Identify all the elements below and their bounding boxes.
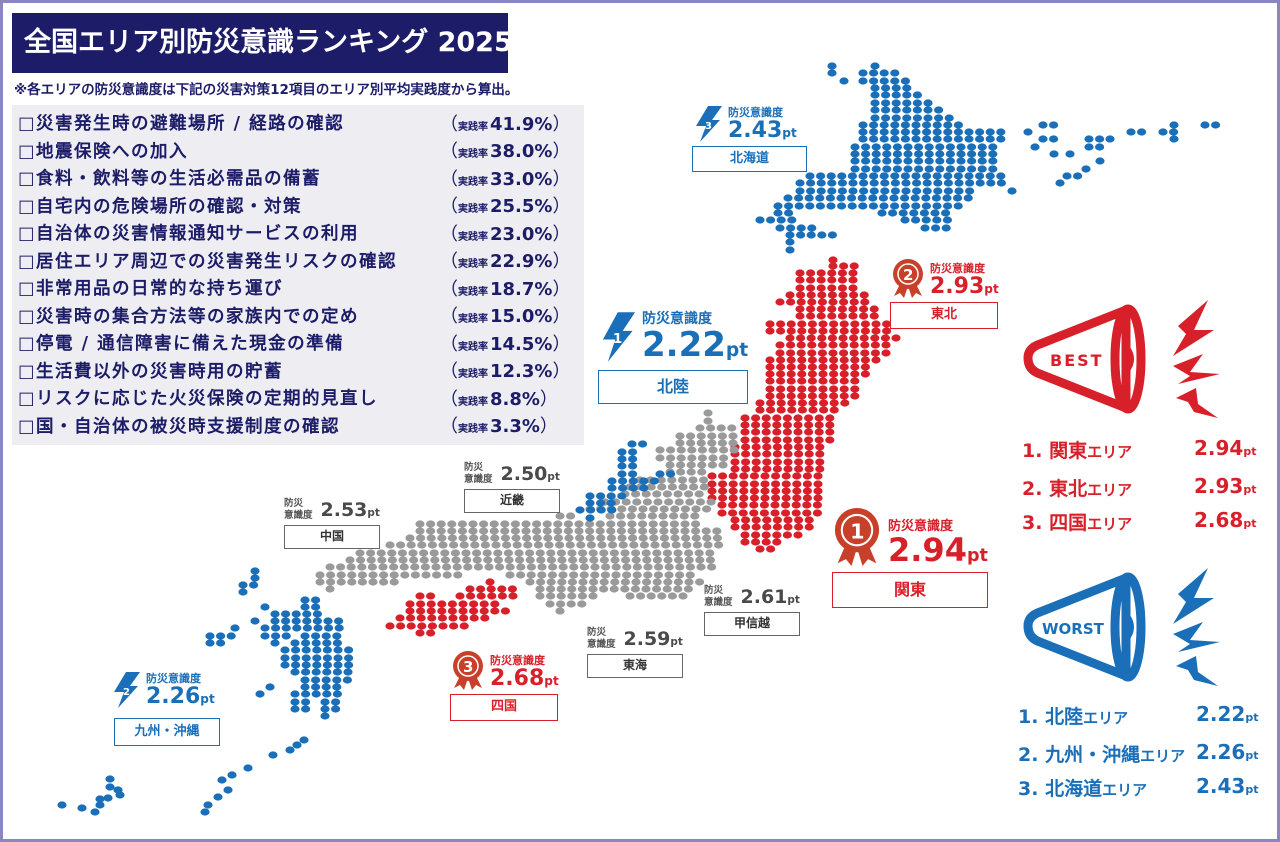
practice-rate: （実践率 22.9%） bbox=[440, 251, 571, 273]
practice-rate: （実践率 14.5%） bbox=[440, 333, 571, 355]
practice-rate: （実践率 23.0%） bbox=[440, 223, 571, 245]
checklist-item: □自宅内の危険場所の確認・対策 （実践率 25.5%） bbox=[18, 192, 584, 220]
checklist-item-label: □災害発生時の避難場所 / 経路の確認 bbox=[18, 114, 345, 135]
svg-text:1: 1 bbox=[613, 331, 622, 347]
practice-rate: （実践率 3.3%） bbox=[440, 416, 558, 438]
svg-text:3: 3 bbox=[705, 121, 712, 132]
medal-rank-icon: 3 bbox=[453, 651, 483, 690]
worst-rank-item: 2. 九州・沖縄エリア 2.26pt bbox=[1018, 740, 1259, 766]
checklist-item-label: □停電 / 通信障害に備えた現金の準備 bbox=[18, 334, 345, 355]
practice-rate: （実践率 18.7%） bbox=[440, 278, 571, 300]
region-name-box: 近畿 bbox=[464, 489, 560, 513]
region-name-box: 甲信越 bbox=[704, 612, 800, 636]
checklist-item: □停電 / 通信障害に備えた現金の準備 （実践率 14.5%） bbox=[18, 329, 584, 357]
lightning-rank-icon: 2 bbox=[114, 672, 140, 708]
worst-megaphone-icon: WORST bbox=[1023, 568, 1220, 686]
svg-text:2: 2 bbox=[123, 687, 130, 698]
practice-rate: （実践率 8.8%） bbox=[440, 388, 558, 410]
checklist-item: □居住エリア周辺での災害発生リスクの確認 （実践率 22.9%） bbox=[18, 247, 584, 275]
region-name-box: 東北 bbox=[890, 302, 998, 329]
checklist-item-label: □生活費以外の災害時用の貯蓄 bbox=[18, 361, 284, 382]
best-ranking-list: 1. 関東エリア 2.94pt 2. 東北エリア 2.93pt 3. 四国エリア 2.68… bbox=[1022, 436, 1272, 542]
worst-rank-item: 1. 北陸エリア 2.22pt bbox=[1018, 702, 1259, 728]
svg-text:2: 2 bbox=[903, 266, 913, 284]
region-name-box: 北海道 bbox=[692, 146, 807, 172]
checklist-item: □生活費以外の災害時用の貯蓄 （実践率 12.3%） bbox=[18, 357, 584, 385]
lightning-rank-icon: 3 bbox=[696, 106, 722, 142]
disaster-checklist: □災害発生時の避難場所 / 経路の確認 （実践率 41.9%） □地震保険への加入 （実… bbox=[12, 105, 584, 445]
practice-rate: （実践率 25.5%） bbox=[440, 196, 571, 218]
region-hokuriku: 1 防災意識度 2.22pt 北陸 bbox=[598, 308, 748, 404]
checklist-item: □非常用品の日常的な持ち運び （実践率 18.7%） bbox=[18, 274, 584, 302]
region-hokkaido: 3 防災意識度 2.43pt 北海道 bbox=[692, 104, 807, 172]
region-name-box: 東海 bbox=[587, 654, 683, 678]
checklist-item-label: □国・自治体の被災時支援制度の確認 bbox=[18, 416, 341, 437]
best-rank-item: 2. 東北エリア 2.93pt bbox=[1022, 474, 1257, 500]
checklist-item-label: □災害時の集合方法等の家族内での定め bbox=[18, 306, 360, 327]
region-chugoku: 防災 意識度 2.53pt 中国 bbox=[284, 498, 380, 549]
practice-rate: （実践率 38.0%） bbox=[440, 141, 571, 163]
region-koshinetsu: 防災 意識度 2.61pt 甲信越 bbox=[704, 585, 800, 636]
region-name-box: 北陸 bbox=[598, 370, 748, 404]
checklist-item-label: □非常用品の日常的な持ち運び bbox=[18, 279, 284, 300]
checklist-item: □地震保険への加入 （実践率 38.0%） bbox=[18, 137, 584, 165]
region-kinki: 防災 意識度 2.50pt 近畿 bbox=[464, 462, 560, 513]
practice-rate: （実践率 12.3%） bbox=[440, 361, 571, 383]
svg-text:1: 1 bbox=[850, 519, 864, 543]
region-name-box: 四国 bbox=[450, 694, 558, 721]
checklist-item-label: □食料・飲料等の生活必需品の備蓄 bbox=[18, 169, 322, 190]
page-title: 全国エリア別防災意識ランキング 2025 bbox=[12, 13, 513, 73]
practice-rate: （実践率 15.0%） bbox=[440, 306, 571, 328]
region-shikoku: 3 防災意識度 2.68pt 四国 bbox=[450, 650, 559, 721]
checklist-item-label: □自宅内の危険場所の確認・対策 bbox=[18, 196, 303, 217]
worst-rank-item: 3. 北海道エリア 2.43pt bbox=[1018, 774, 1259, 800]
checklist-item-label: □居住エリア周辺での災害発生リスクの確認 bbox=[18, 251, 398, 272]
region-name-box: 中国 bbox=[284, 525, 380, 549]
worst-ranking-list: 1. 北陸エリア 2.22pt 2. 九州・沖縄エリア 2.26pt 3. 北海道エリア… bbox=[1018, 702, 1268, 808]
methodology-note: ※各エリアの防災意識度は下記の災害対策12項目のエリア別平均実践度から算出。 bbox=[14, 82, 519, 98]
checklist-item: □自治体の災害情報通知サービスの利用 （実践率 23.0%） bbox=[18, 219, 584, 247]
svg-text:BEST: BEST bbox=[1050, 351, 1104, 370]
region-name-box: 九州・沖縄 bbox=[114, 718, 220, 746]
checklist-item-label: □自治体の災害情報通知サービスの利用 bbox=[18, 224, 360, 245]
region-tohoku: 2 防災意識度 2.93pt 東北 bbox=[890, 258, 999, 329]
checklist-item: □災害時の集合方法等の家族内での定め （実践率 15.0%） bbox=[18, 302, 584, 330]
best-rank-item: 3. 四国エリア 2.68pt bbox=[1022, 508, 1257, 534]
checklist-item-label: □リスクに応じた火災保険の定期的見直し bbox=[18, 389, 379, 410]
region-kanto: 1 防災意識度 2.94pt 関東 bbox=[832, 508, 988, 608]
best-megaphone-icon: BEST bbox=[1023, 300, 1220, 418]
checklist-item: □国・自治体の被災時支援制度の確認 （実践率 3.3%） bbox=[18, 412, 584, 440]
medal-rank-icon: 2 bbox=[893, 259, 923, 298]
lightning-rank-icon: 1 bbox=[602, 312, 636, 362]
checklist-item: □食料・飲料等の生活必需品の備蓄 （実践率 33.0%） bbox=[18, 164, 584, 192]
practice-rate: （実践率 33.0%） bbox=[440, 168, 571, 190]
svg-text:WORST: WORST bbox=[1042, 620, 1105, 638]
checklist-item-label: □地震保険への加入 bbox=[18, 141, 189, 162]
medal-rank-icon: 1 bbox=[834, 508, 880, 566]
region-name-box: 関東 bbox=[832, 572, 988, 608]
region-tokai: 防災 意識度 2.59pt 東海 bbox=[587, 627, 683, 678]
checklist-item: □リスクに応じた火災保険の定期的見直し （実践率 8.8%） bbox=[18, 384, 584, 412]
svg-text:3: 3 bbox=[463, 658, 473, 676]
checklist-item: □災害発生時の避難場所 / 経路の確認 （実践率 41.9%） bbox=[18, 109, 584, 137]
best-rank-item: 1. 関東エリア 2.94pt bbox=[1022, 436, 1257, 462]
practice-rate: （実践率 41.9%） bbox=[440, 113, 571, 135]
region-kyushu-okinawa: 2 防災意識度 2.26pt 九州・沖縄 bbox=[110, 670, 220, 746]
